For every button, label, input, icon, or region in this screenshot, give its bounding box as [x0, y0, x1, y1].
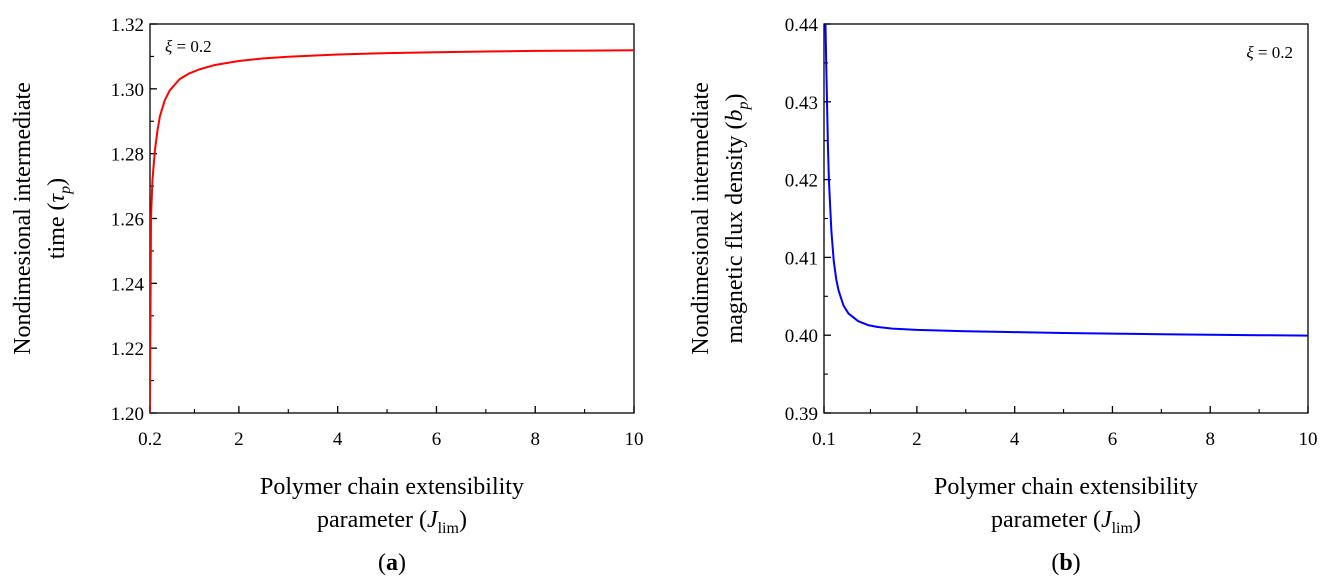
panel-b-x-tick-label: 10 — [1299, 429, 1318, 450]
panel-b-x-tick-label: 0.1 — [812, 429, 836, 450]
panel-a-x-tick-label: 4 — [333, 429, 343, 450]
panel-b-x-tick-label: 2 — [912, 429, 922, 450]
panel-a-y-tick-label: 1.32 — [111, 15, 144, 36]
panel-a-y-tick-label: 1.24 — [111, 274, 145, 295]
panel-b-plot-frame — [823, 23, 1309, 414]
panel-a-x-tick-label: 8 — [530, 429, 540, 450]
panel-a-x-axis-title-line2: parameter (Jlim) — [317, 507, 467, 537]
panel-b-y-tick-label: 0.41 — [785, 248, 818, 269]
panel-a-x-tick-label: 10 — [625, 429, 644, 450]
panel-a-x-tick-label: 6 — [432, 429, 442, 450]
panel-b-x-tick-label: 6 — [1108, 429, 1118, 450]
panel-b-x-tick-label: 8 — [1205, 429, 1215, 450]
panel-b-annotation: ξ = 0.2 — [1246, 43, 1293, 62]
panel-a-series-line — [150, 49, 634, 413]
panel-b-y-tick-label: 0.39 — [785, 404, 818, 425]
panel-b-y-axis-title-line1: Nondimesional intermediate — [688, 82, 714, 355]
panel-b-y-tick-label: 0.44 — [785, 15, 819, 36]
panel-b-y-tick-label: 0.40 — [785, 326, 818, 347]
panel-a-y-axis-title-line2: time (τp) — [44, 178, 74, 259]
panel-a-y-tick-label: 1.28 — [111, 145, 144, 166]
panel-a-x-tick-label: 2 — [234, 429, 244, 450]
panel-a-x-axis-title-line1: Polymer chain extensibility — [260, 474, 524, 500]
panel-a-annotation: ξ = 0.2 — [165, 37, 212, 56]
panel-b-y-tick-label: 0.42 — [785, 171, 818, 192]
panel-b-panel-label: (b) — [1051, 550, 1080, 576]
panel-a-y-axis-title-line1: Nondimesional intermediate — [10, 82, 36, 355]
panel-a-y-tick-label: 1.30 — [111, 80, 144, 101]
panel-b-series-line — [824, 24, 1308, 337]
panel-a-panel-label: (a) — [378, 550, 406, 576]
panel-a-plot-frame — [149, 23, 635, 414]
panel-b-y-axis-title-line2: magnetic flux density (bp) — [722, 94, 752, 344]
panel-b-x-axis-title-line1: Polymer chain extensibility — [934, 474, 1198, 500]
panel-b-x-tick-label: 4 — [1010, 429, 1020, 450]
panel-b-y-tick-label: 0.43 — [785, 93, 818, 114]
panel-b-x-axis-title-line2: parameter (Jlim) — [991, 507, 1141, 537]
panel-b-chart: 0.1 2 4 6 8 10 0.39 0.40 0.41 0.42 0.43 0.44 ξ = 0.2… — [688, 15, 1318, 576]
panel-a-chart: 0.2 2 4 6 8 10 1.20 1.22 1.24 1.26 1.28 1.30 1.32 ξ =… — [10, 15, 644, 576]
panel-a-y-tick-label: 1.20 — [111, 404, 144, 425]
panel-a-y-tick-label: 1.22 — [111, 339, 144, 360]
panel-a-y-tick-label: 1.26 — [111, 210, 144, 231]
panel-a-x-tick-label: 0.2 — [138, 429, 162, 450]
